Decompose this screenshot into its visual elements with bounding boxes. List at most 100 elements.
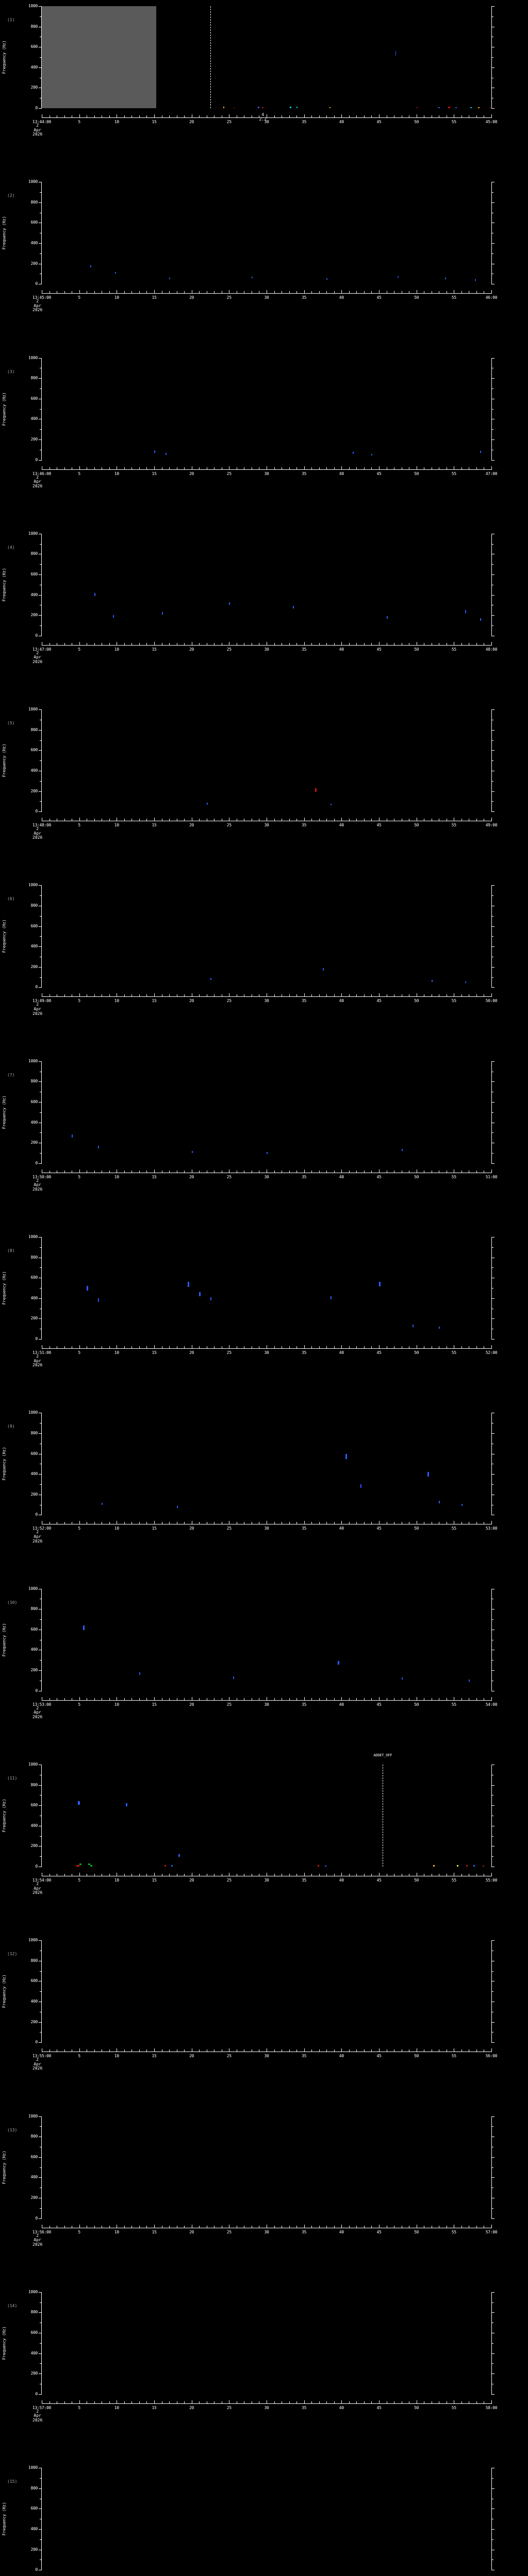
x-minor-tick: [319, 642, 320, 645]
y-minor-tick: [491, 1484, 493, 1485]
y-tick: [39, 1940, 42, 1941]
detection-mark: [326, 278, 328, 280]
x-minor-tick: [109, 2049, 110, 2052]
y-tick-label: 400: [30, 1823, 38, 1828]
y-axis-title: Frequency (Hz): [2, 1974, 7, 2008]
x-tick-label: 55: [451, 1877, 456, 1883]
x-minor-tick: [289, 2401, 290, 2403]
plot-area[interactable]: [42, 1940, 491, 2043]
x-minor-tick: [349, 994, 350, 997]
x-tick: [341, 2224, 342, 2228]
y-tick: [39, 1339, 42, 1340]
x-minor-tick: [356, 994, 357, 997]
y-tick: [491, 1474, 494, 1475]
x-tick-label: 45: [376, 998, 382, 1004]
detection-mark: [77, 1801, 80, 1805]
y-axis-title: Frequency (Hz): [2, 743, 7, 777]
plot-area[interactable]: [42, 1413, 491, 1515]
x-minor-tick: [169, 1873, 170, 1876]
x-tick-label: 25: [226, 295, 232, 300]
x-minor-tick: [139, 1873, 140, 1876]
y-tick: [491, 967, 494, 968]
plot-area[interactable]: [42, 6, 491, 108]
x-tick-label: 45: [376, 2405, 382, 2410]
x-minor-tick: [146, 1698, 147, 1700]
x-tick-label: 5: [78, 1350, 80, 1355]
x-minor-tick: [109, 994, 110, 997]
x-minor-tick: [124, 1346, 125, 1349]
x-tick-label: 35: [302, 1702, 307, 1707]
x-minor-tick: [131, 1873, 133, 1876]
y-minor-tick: [491, 1132, 493, 1133]
y-minor-tick: [491, 544, 493, 545]
x-minor-tick: [319, 2401, 320, 2403]
y-tick: [491, 2157, 494, 2158]
y-minor-tick: [491, 977, 493, 978]
y-tick: [491, 615, 494, 616]
plot-area[interactable]: [42, 2116, 491, 2218]
x-minor-tick: [349, 291, 350, 294]
x-tick-label: 15: [152, 2405, 157, 2410]
y-minor-tick: [40, 781, 42, 782]
plot-area[interactable]: [42, 1061, 491, 1163]
y-tick: [39, 2529, 42, 2530]
x-minor-tick: [184, 1698, 185, 1700]
x-axis-end-time-label: 58:00: [485, 2405, 498, 2410]
plot-area[interactable]: [42, 2292, 491, 2394]
x-minor-tick: [371, 1873, 372, 1876]
y-minor-tick: [40, 253, 42, 254]
plot-area[interactable]: [42, 709, 491, 812]
x-tick-label: 50: [414, 1877, 419, 1883]
detection-mark: [438, 107, 440, 108]
x-tick-label: 40: [339, 471, 344, 476]
y-minor-tick: [40, 1132, 42, 1133]
x-minor-tick: [199, 994, 200, 997]
date-label: 2 Apr 2026: [32, 2409, 43, 2422]
y-tick: [491, 1785, 494, 1786]
plot-area[interactable]: [42, 2468, 491, 2570]
plot-area[interactable]: [42, 1588, 491, 1691]
x-minor-tick: [364, 1698, 365, 1700]
plot-area[interactable]: [42, 533, 491, 636]
x-axis-start-time-label: 13:51:00: [32, 1350, 52, 1355]
plot-area[interactable]: [42, 1237, 491, 1340]
x-tick: [341, 2048, 342, 2052]
x-tick-label: 40: [339, 1877, 344, 1883]
x-tick-label: 15: [152, 2054, 157, 2059]
x-minor-tick: [131, 2401, 133, 2403]
x-tick: [154, 993, 155, 997]
x-minor-tick: [356, 2049, 357, 2052]
x-tick-label: 30: [264, 2229, 269, 2234]
x-minor-tick: [349, 467, 350, 469]
x-tick-label: 45: [376, 1877, 382, 1883]
y-tick: [39, 1298, 42, 1299]
date-label: 2 Apr 2026: [32, 1530, 43, 1544]
x-tick-label: 40: [339, 1174, 344, 1179]
x-tick: [491, 2400, 492, 2403]
x-tick-label: 45: [376, 1174, 382, 1179]
y-tick: [39, 791, 42, 792]
x-tick: [379, 2224, 380, 2228]
y-minor-tick: [40, 2167, 42, 2168]
y-minor-tick: [491, 1619, 493, 1620]
x-minor-tick: [139, 115, 140, 117]
plot-area[interactable]: [42, 358, 491, 460]
y-tick: [39, 439, 42, 440]
y-axis-title: Frequency (Hz): [2, 1623, 7, 1656]
x-tick: [341, 290, 342, 294]
y-axis-title: Frequency (Hz): [2, 1447, 7, 1481]
plot-area[interactable]: [42, 1764, 491, 1867]
y-minor-tick: [40, 1619, 42, 1620]
x-minor-tick: [356, 642, 357, 645]
y-tick-label: 200: [30, 2195, 38, 2200]
x-minor-tick: [139, 291, 140, 294]
plot-area[interactable]: [42, 182, 491, 284]
y-minor-tick: [40, 1856, 42, 1857]
y-axis-title: Frequency (Hz): [2, 1095, 7, 1129]
y-tick-label: 200: [30, 1140, 38, 1145]
x-tick-label: 10: [114, 823, 119, 828]
x-tick-label: 50: [414, 120, 419, 124]
x-tick: [341, 1872, 342, 1876]
x-tick: [341, 993, 342, 997]
plot-area[interactable]: [42, 885, 491, 988]
